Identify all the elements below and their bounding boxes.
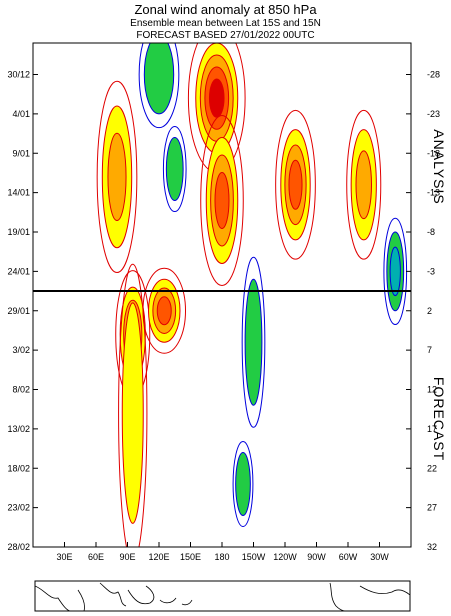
y-tick-label-date: 23/02 [7,503,30,513]
x-tick-label: 60E [88,552,104,562]
x-tick-label: 150E [180,552,201,562]
longitude-reference-map [34,580,411,612]
anomaly-feature-positive [275,109,316,260]
y-tick-label-day: -18 [427,148,440,158]
x-tick-label: 90W [307,552,326,562]
contour-fill-level-3 [288,159,303,210]
contour-line [138,43,180,129]
y-tick-label-date: 4/01 [12,109,30,119]
x-tick-label: 60W [339,552,358,562]
anomaly-feature-negative [162,125,187,213]
contour-fill-level-3 [214,172,230,229]
y-tick-label-day: 17 [427,424,437,434]
contour-line [118,263,148,547]
x-tick-label: 120W [273,552,297,562]
chart-subtitle: Ensemble mean between Lat 15S and 15N [130,18,321,29]
x-tick-label: 180 [214,552,229,562]
contour-line [142,267,187,354]
y-tick-label-day: 7 [427,345,432,355]
contour-line [275,109,316,260]
anomaly-feature-negative [383,217,408,326]
y-tick-label-date: 24/01 [7,266,30,276]
anomaly-feature-positive [346,109,382,260]
x-tick-label: 90E [119,552,135,562]
anomaly-feature-negative [232,440,254,528]
y-tick-label-date: 29/01 [7,306,30,316]
y-tick-label-day: 12 [427,385,437,395]
y-tick-label-date: 30/12 [7,70,30,80]
x-tick-label: 120E [148,552,169,562]
y-tick-label-date: 19/01 [7,227,30,237]
contour-fill-level-3 [156,296,172,326]
y-tick-label-date: 14/01 [7,188,30,198]
anomaly-feature-positive [142,267,187,354]
x-tick-label: 30W [370,552,389,562]
x-tick-label: 150W [242,552,266,562]
anomaly-feature-positive [200,114,244,287]
x-tick-label: 30E [56,552,72,562]
contour-line [346,109,382,260]
y-tick-label-date: 28/02 [7,542,30,552]
contour-fill-level-2 [389,246,401,297]
anomaly-feature-positive [96,80,138,274]
contour-line [200,114,244,287]
contour-fill-level-2 [355,150,373,220]
y-tick-label-date: 9/01 [12,148,30,158]
y-tick-label-date: 18/02 [7,463,30,473]
contour-fill-level-1 [143,43,175,115]
contour-line [96,80,138,274]
plot-area [33,43,411,547]
anomaly-feature-negative [241,256,266,428]
y-tick-label-day: 22 [427,463,437,473]
contour-line [232,440,254,528]
chart-title: Zonal wind anomaly at 850 hPa [134,2,317,17]
contour-fill-level-1 [121,302,144,524]
y-tick-label-day: 32 [427,542,437,552]
panel-label-analysis: ANALYSIS [431,129,447,204]
y-tick-label-date: 3/02 [12,345,30,355]
y-tick-label-day: -8 [427,227,435,237]
panel-label-forecast: FORECAST [431,377,447,461]
anomaly-feature-positive [118,263,148,547]
anomaly-feature-negative [138,43,180,129]
contour-fill-level-1 [165,137,184,201]
contour-line [162,125,187,213]
y-tick-label-day: -3 [427,266,435,276]
anomaly-field [96,43,408,547]
contour-fill-level-1 [244,278,263,406]
y-tick-label-day: 2 [427,306,432,316]
y-tick-label-date: 8/02 [12,385,30,395]
forecast-base-line: FORECAST BASED 27/01/2022 00UTC [136,30,315,41]
contour-fill-level-4 [208,78,225,118]
y-tick-label-day: -23 [427,109,440,119]
contour-line [241,256,266,428]
y-tick-label-date: 13/02 [7,424,30,434]
y-tick-label-day: -28 [427,70,440,80]
y-tick-label-day: 27 [427,503,437,513]
contour-fill-level-1 [235,452,251,516]
contour-fill-level-2 [107,132,127,221]
y-tick-label-day: -13 [427,188,440,198]
axes: 30E 60E 90E 120E 150E 180 150W 120W 90W 60W 30W 30/… [7,70,440,563]
